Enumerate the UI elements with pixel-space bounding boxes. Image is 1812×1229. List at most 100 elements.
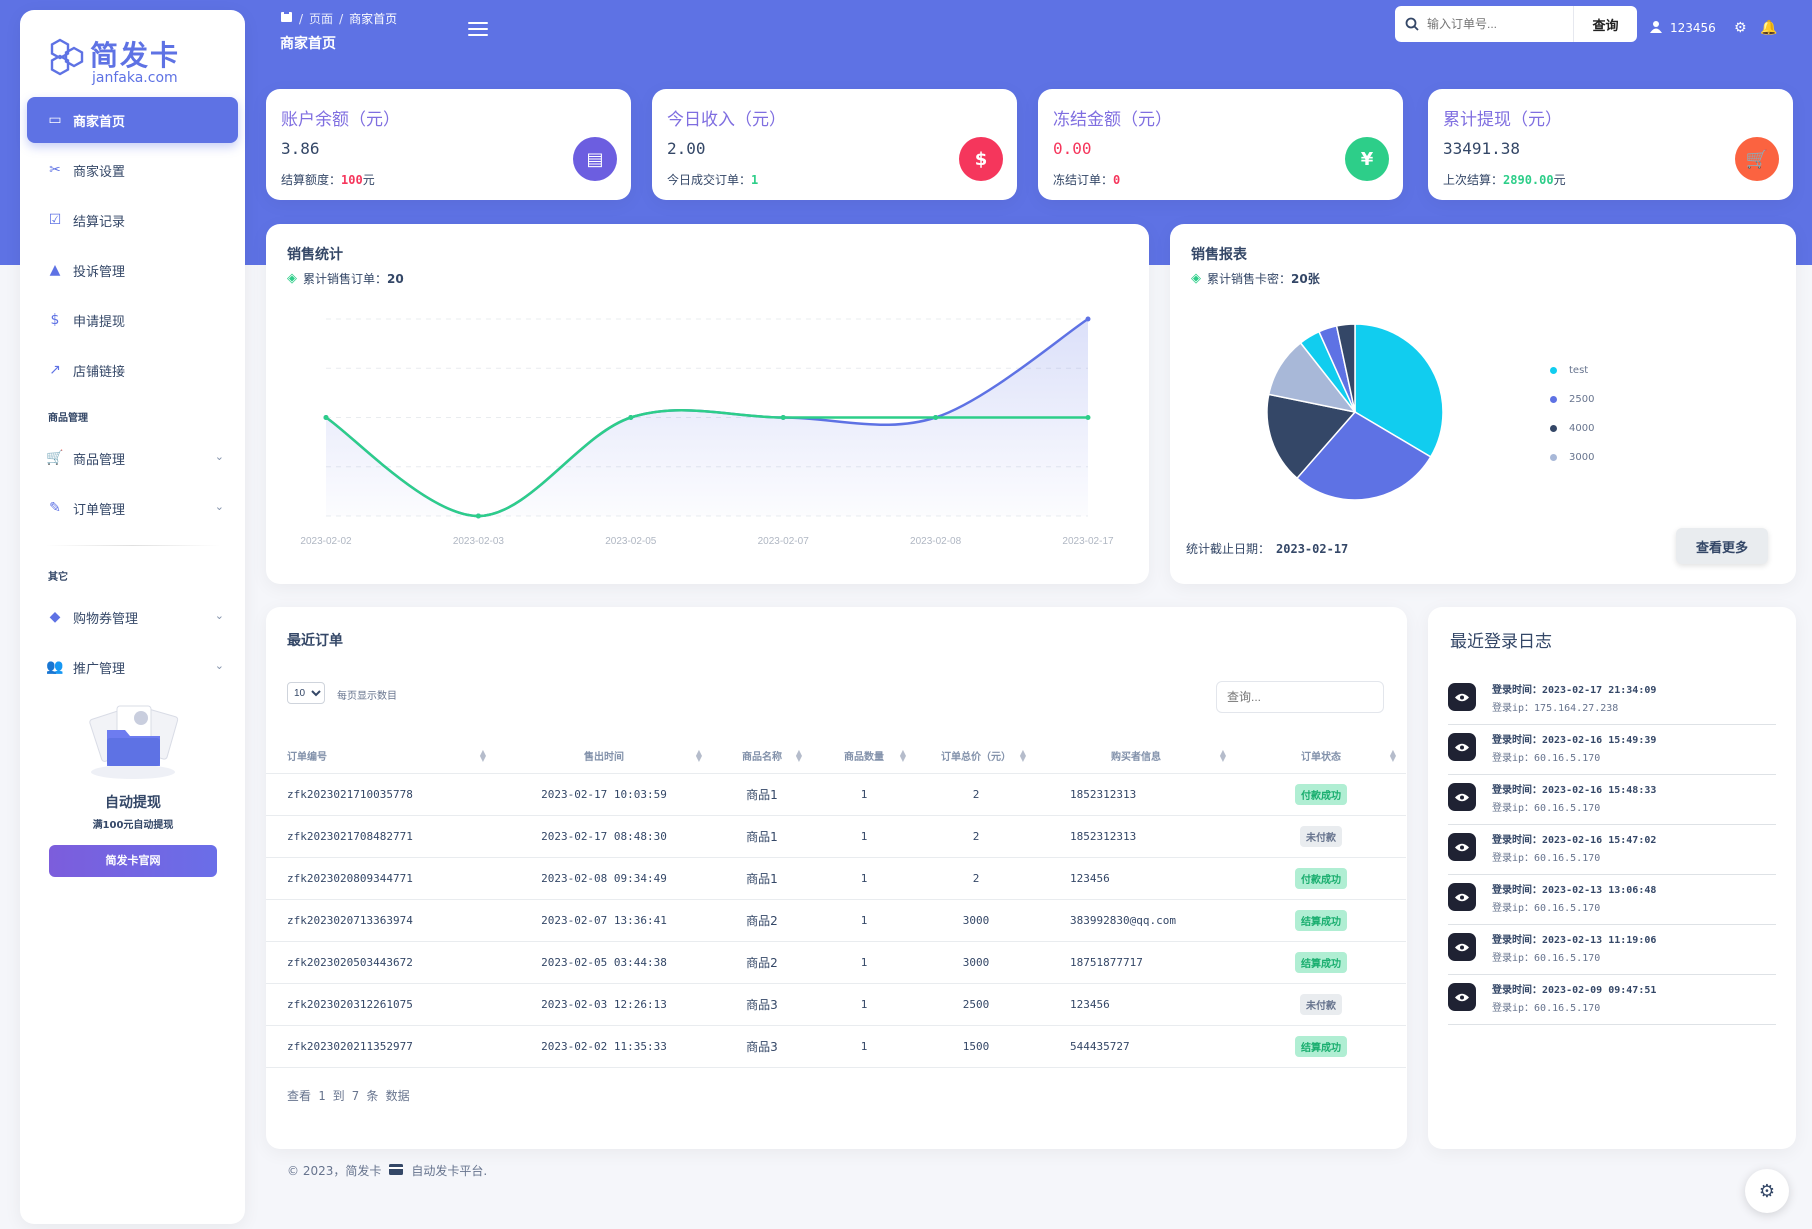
cell-id: zfk2023020211352977 [266,1025,496,1068]
table-row[interactable]: zfk2023020503443672 2023-02-05 03:44:38 商品… [266,941,1406,984]
cell-name: 商品3 [712,1025,812,1068]
column-header[interactable]: 商品数量 ▲ ▼ [812,739,916,774]
sidebar-item-external-link[interactable]: ↗ 店铺链接 [27,347,238,393]
order-search-button[interactable]: 查询 [1573,6,1637,42]
chevron-down-icon: ⌄ [214,450,224,463]
legend-item[interactable]: 3000 [1550,443,1594,472]
sidebar-item-tag[interactable]: ◆ 购物券管理 ⌄ [27,594,238,640]
column-header[interactable]: 售出时间 ▲ ▼ [496,739,712,774]
sales-chart-subtitle: ◈ 累计销售订单： 20 [287,270,404,287]
order-search-input[interactable] [1427,17,1567,31]
column-header[interactable]: 购买者信息 ▲ ▼ [1036,739,1236,774]
login-log-title: 最近登录日志 [1450,632,1552,652]
stat-sub-label: 上次结算： [1443,173,1504,187]
legend-item[interactable]: test [1550,356,1594,385]
cell-time: 2023-02-03 12:26:13 [496,983,712,1026]
page-size-select[interactable]: 10 [287,682,325,704]
sidebar-item-dollar[interactable]: $ 申请提现 [27,297,238,343]
brand-logo[interactable]: 简发卡 janfaka.com [48,28,228,88]
cell-time: 2023-02-17 08:48:30 [496,815,712,858]
breadcrumb-pages-link[interactable]: 页面 [309,12,334,26]
report-date: 统计截止日期： 2023-02-17 [1186,540,1348,557]
view-more-button[interactable]: 查看更多 [1676,528,1768,564]
sales-report-subtitle: ◈ 累计销售卡密： 20张 [1191,270,1320,287]
legend-item[interactable]: 2500 [1550,385,1594,414]
x-tick-label: 2023-02-08 [910,536,962,547]
stat-sub-value: 1 [751,173,759,187]
table-row[interactable]: zfk2023020312261075 2023-02-03 12:26:13 商品… [266,983,1406,1026]
bell-icon[interactable]: 🔔 [1760,20,1778,36]
table-row[interactable]: zfk2023021708482771 2023-02-17 08:48:30 商品… [266,815,1406,858]
login-log-item: 登录时间：2023-02-13 11:19:06 登录ip：60.16.5.17… [1448,925,1776,975]
data-point[interactable] [780,415,786,420]
table-row[interactable]: zfk2023020713363974 2023-02-07 13:36:41 商品… [266,899,1406,942]
pie-slice-test[interactable] [1354,323,1444,458]
data-point[interactable] [475,513,481,519]
stat-sub-label: 今日成交订单： [667,173,752,187]
stat-card: 累计提现（元） 33491.38 上次结算：2890.00元 🛒 [1428,89,1793,200]
sidebar-item-users[interactable]: 👥 推广管理 ⌄ [27,644,238,690]
series-area [326,319,1088,516]
sidebar-item-cart[interactable]: 🛒 商品管理 ⌄ [27,435,238,481]
stat-value: 2.00 [667,139,706,158]
sidebar-item-warning[interactable]: ▲ 投诉管理 [27,247,238,293]
status-badge: 结算成功 [1295,1035,1347,1057]
settings-icon[interactable]: ⚙ [1734,20,1747,36]
cell-qty: 1 [812,773,916,816]
dollar-icon: $ [50,312,60,328]
status-badge: 未付款 [1300,825,1342,847]
menu-toggle-icon[interactable] [468,22,488,38]
sidebar-item-edit[interactable]: ✎ 订单管理 ⌄ [27,485,238,531]
legend-item[interactable]: 4000 [1550,414,1594,443]
table-row[interactable]: zfk2023020211352977 2023-02-02 11:35:33 商品… [266,1025,1406,1068]
data-point[interactable] [323,415,329,420]
sidebar-item-tools[interactable]: ✂ 商家设置 [27,147,238,193]
sort-icon: ▲ ▼ [1389,748,1396,763]
data-point[interactable] [933,415,939,420]
cell-qty: 1 [812,899,916,942]
footer-suffix: 自动发卡平台. [411,1164,488,1178]
cell-name: 商品2 [712,941,812,984]
sort-icon: ▲ ▼ [695,748,702,763]
eye-icon [1448,983,1476,1011]
column-header[interactable]: 订单编号 ▲ ▼ [266,739,496,774]
cell-name: 商品1 [712,815,812,858]
stat-title: 账户余额（元） [281,110,400,130]
chevron-down-icon: ⌄ [214,500,224,513]
table-search-input[interactable] [1216,681,1384,713]
sidebar-item-check-square[interactable]: ☑ 结算记录 [27,197,238,243]
table-row[interactable]: zfk2023021710035778 2023-02-17 10:03:59 商品… [266,773,1406,816]
column-header[interactable]: 商品名称 ▲ ▼ [712,739,812,774]
sidebar-item-store[interactable]: ▭ 商家首页 [27,97,238,143]
login-time: 登录时间：2023-02-13 11:19:06 [1492,935,1657,946]
pie-slice-2500[interactable] [1295,411,1432,501]
column-header[interactable]: 订单状态 ▲ ▼ [1236,739,1406,774]
cell-buyer: 383992830@qq.com [1036,899,1236,942]
sales-order-count: 20 [387,271,404,286]
user-menu[interactable]: 123456 [1650,20,1716,36]
footer: © 2023，简发卡 自动发卡平台. [287,1162,487,1179]
pie-slice-4000[interactable] [1266,393,1357,480]
column-header[interactable]: 订单总价（元） ▲ ▼ [916,739,1036,774]
data-point[interactable] [1085,316,1091,322]
yen-icon: ¥ [1345,137,1389,181]
cell-id: zfk2023020503443672 [266,941,496,984]
recent-orders-title: 最近订单 [287,633,343,649]
stat-subtext: 结算额度：100元 [281,171,375,188]
official-site-button[interactable]: 简发卡官网 [49,845,217,877]
pie-slice-extra-2[interactable] [1335,323,1356,413]
table-row[interactable]: zfk2023020809344771 2023-02-08 09:34:49 商品… [266,857,1406,900]
settings-fab-icon[interactable]: ⚙ [1745,1169,1789,1213]
stat-title: 冻结金额（元） [1053,110,1172,130]
cell-id: zfk2023020713363974 [266,899,496,942]
stat-subtext: 今日成交订单：1 [667,171,758,188]
home-icon[interactable] [280,11,293,26]
cell-name: 商品1 [712,857,812,900]
external-link-icon: ↗ [49,362,61,378]
promo-title: 自动提现 [105,795,161,811]
cell-time: 2023-02-17 10:03:59 [496,773,712,816]
folder-illustration-icon [89,705,179,779]
data-point[interactable] [1085,415,1091,420]
diamond-icon: ◈ [287,271,297,286]
data-point[interactable] [628,415,634,420]
